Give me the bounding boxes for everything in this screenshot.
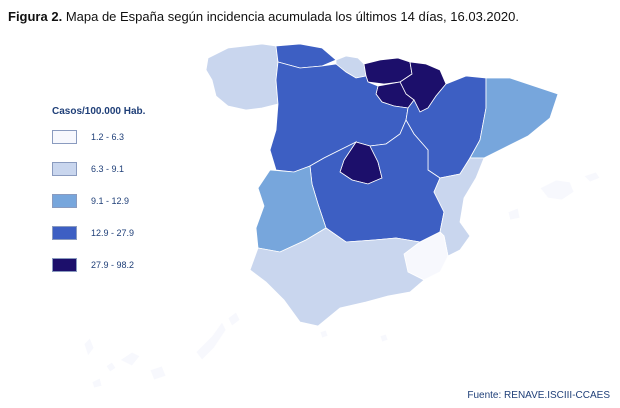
region-melilla: Melilla: [379, 333, 389, 343]
region-canarias-tenerife: Islas Canarias: [119, 351, 141, 367]
region-baleares-mallorca: Islas Baleares: [539, 179, 575, 201]
map-legend: Casos/100.000 Hab. 1.2 - 6.3 6.3 - 9.1 9…: [52, 106, 145, 289]
legend-swatch-3: [52, 194, 77, 208]
source-credit: Fuente: RENAVE.ISCIII-CCAES: [467, 390, 610, 401]
figure-title: Mapa de España según incidencia acumulad…: [65, 9, 519, 24]
region-baleares-ibiza: Islas Baleares: [507, 207, 521, 221]
region-canarias-la-palma: Islas Canarias: [83, 337, 95, 357]
region-ceuta: Ceuta: [319, 329, 329, 339]
legend-row-1: 1.2 - 6.3: [52, 129, 145, 145]
legend-row-2: 6.3 - 9.1: [52, 161, 145, 177]
region-baleares-menorca: Islas Baleares: [583, 171, 601, 183]
figure-label: Figura 2.: [8, 9, 63, 24]
region-canarias-fuerteventura: Islas Canarias: [195, 321, 227, 361]
legend-label-5: 27.9 - 98.2: [91, 260, 135, 270]
legend-label-2: 6.3 - 9.1: [91, 164, 125, 174]
legend-swatch-4: [52, 226, 77, 240]
legend-swatch-1: [52, 130, 77, 144]
legend-swatch-5: [52, 258, 77, 272]
region-andalucia: Andalucía: [249, 227, 425, 327]
legend-title: Casos/100.000 Hab.: [52, 106, 146, 117]
figure-caption: Figura 2. Mapa de España según incidenci…: [8, 9, 519, 24]
region-canarias-lanzarote: Islas Canarias: [227, 311, 241, 327]
region-canarias-la-gomera: Islas Canarias: [105, 361, 117, 373]
legend-row-4: 12.9 - 27.9: [52, 225, 145, 241]
region-cataluna: Cataluña: [469, 77, 559, 159]
legend-label-4: 12.9 - 27.9: [91, 228, 135, 238]
region-galicia: Galicia: [205, 43, 279, 111]
legend-label-3: 9.1 - 12.9: [91, 196, 130, 206]
region-canarias-gran-canaria: Islas Canarias: [149, 365, 167, 381]
region-canarias-el-hierro: Islas Canarias: [91, 377, 103, 389]
legend-label-1: 1.2 - 6.3: [91, 132, 125, 142]
legend-row-5: 27.9 - 98.2: [52, 257, 145, 273]
legend-swatch-2: [52, 162, 77, 176]
legend-row-3: 9.1 - 12.9: [52, 193, 145, 209]
